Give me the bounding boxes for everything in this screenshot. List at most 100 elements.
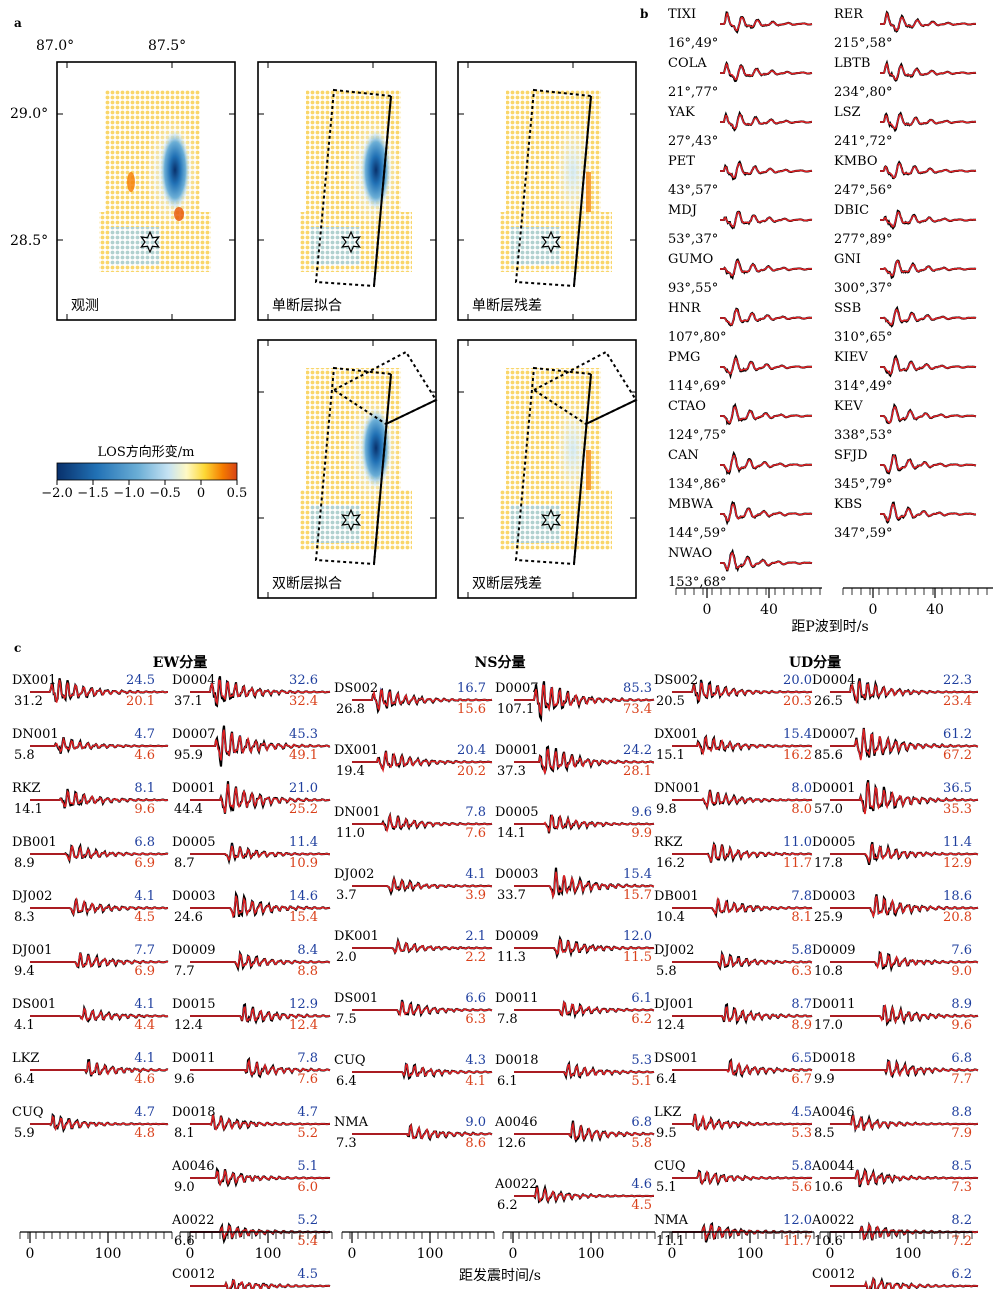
svg-text:73.4: 73.4 bbox=[623, 702, 652, 717]
tele-station-MBWA: MBWA 144°,59° bbox=[668, 497, 813, 541]
svg-text:24.2: 24.2 bbox=[623, 743, 652, 758]
svg-text:16.7: 16.7 bbox=[457, 681, 486, 696]
svg-text:5.6: 5.6 bbox=[791, 1180, 812, 1195]
svg-text:DS001: DS001 bbox=[12, 997, 56, 1012]
svg-text:8.0: 8.0 bbox=[791, 802, 812, 817]
svg-text:7.9: 7.9 bbox=[951, 1126, 972, 1141]
map-frame bbox=[457, 61, 637, 321]
strong-station-D0007: D0007 107.1 85.3 73.4 bbox=[495, 681, 655, 723]
svg-text:338°,53°: 338°,53° bbox=[834, 428, 893, 443]
svg-text:RER: RER bbox=[834, 7, 864, 22]
svg-text:4.5: 4.5 bbox=[134, 910, 155, 925]
svg-text:347°,59°: 347°,59° bbox=[834, 526, 893, 541]
svg-text:14.1: 14.1 bbox=[497, 826, 526, 841]
lon-tick-1: 87.5° bbox=[148, 38, 186, 54]
strong-station-DX001: DX001 19.4 20.4 20.2 bbox=[334, 743, 493, 779]
strong-station-LKZ: LKZ 9.5 4.5 5.3 bbox=[654, 1105, 812, 1141]
strong-double-fault bbox=[830, 782, 979, 815]
svg-text:D0009: D0009 bbox=[812, 943, 856, 958]
strong-double-fault bbox=[30, 1007, 169, 1022]
svg-text:DB001: DB001 bbox=[12, 835, 57, 850]
strong-double-fault bbox=[830, 1060, 979, 1077]
strong-station-D0005: D0005 17.8 11.4 12.9 bbox=[812, 835, 979, 871]
svg-text:D0007: D0007 bbox=[495, 681, 539, 696]
svg-text:HNR: HNR bbox=[668, 301, 702, 316]
svg-text:9.0: 9.0 bbox=[951, 964, 972, 979]
tele-double-fault bbox=[720, 552, 813, 571]
tele-double-fault bbox=[880, 11, 976, 32]
svg-text:8.0: 8.0 bbox=[791, 781, 812, 796]
tele-double-fault bbox=[880, 406, 977, 424]
strong-double-fault bbox=[514, 1121, 655, 1141]
svg-text:6.9: 6.9 bbox=[134, 856, 155, 871]
strong-double-fault bbox=[190, 845, 330, 862]
svg-text:GNI: GNI bbox=[834, 252, 861, 267]
svg-text:15.6: 15.6 bbox=[457, 702, 486, 717]
strong-station-DS002: DS002 20.5 20.0 20.3 bbox=[654, 673, 813, 709]
strong-station-DK001: DK001 2.0 2.1 2.2 bbox=[334, 929, 493, 965]
svg-text:DBIC: DBIC bbox=[834, 203, 869, 218]
svg-text:20.0: 20.0 bbox=[783, 673, 812, 688]
strong-double-fault bbox=[352, 1000, 493, 1017]
strong-station-D0009: D0009 11.3 12.0 11.5 bbox=[495, 929, 655, 965]
strong-station-C0012: C00129.46.26.9 bbox=[812, 1267, 979, 1289]
svg-text:11.7: 11.7 bbox=[783, 856, 812, 871]
svg-text:YAK: YAK bbox=[667, 105, 695, 120]
svg-text:D0009: D0009 bbox=[172, 943, 216, 958]
svg-text:16.2: 16.2 bbox=[656, 856, 685, 871]
svg-text:8.3: 8.3 bbox=[14, 910, 35, 925]
strong-double-fault bbox=[830, 1276, 979, 1289]
svg-text:COLA: COLA bbox=[668, 56, 707, 71]
svg-text:A0044: A0044 bbox=[811, 1159, 854, 1174]
svg-text:33.7: 33.7 bbox=[497, 888, 526, 903]
colorbar-tick: 0.5 bbox=[227, 486, 248, 501]
tele-station-HNR: HNR 107°,80° bbox=[668, 301, 812, 345]
svg-text:12.4: 12.4 bbox=[656, 1018, 685, 1033]
svg-text:5.8: 5.8 bbox=[791, 943, 812, 958]
svg-text:6.9: 6.9 bbox=[134, 964, 155, 979]
svg-text:8.7: 8.7 bbox=[791, 997, 812, 1012]
strong-station-D0009: D0009 10.8 7.6 9.0 bbox=[812, 943, 979, 979]
svg-text:0: 0 bbox=[348, 1246, 357, 1262]
svg-text:8.1: 8.1 bbox=[174, 1126, 195, 1141]
svg-text:9.8: 9.8 bbox=[656, 802, 677, 817]
svg-text:8.5: 8.5 bbox=[951, 1159, 972, 1174]
tele-station-KBS: KBS 347°,59° bbox=[834, 497, 977, 541]
strong-station-D0005: D0005 14.1 9.6 9.9 bbox=[495, 805, 655, 841]
strong-double-fault bbox=[30, 1114, 169, 1131]
lon-tick-0: 87.0° bbox=[36, 38, 74, 54]
tele-station-GNI: GNI 300°,37° bbox=[834, 252, 977, 296]
svg-text:14.6: 14.6 bbox=[289, 889, 318, 904]
strong-double-fault bbox=[190, 1005, 331, 1022]
svg-text:6.5: 6.5 bbox=[791, 1051, 812, 1066]
strong-double-fault bbox=[30, 844, 169, 862]
svg-text:A0046: A0046 bbox=[171, 1159, 214, 1174]
strong-double-fault bbox=[30, 789, 169, 808]
svg-text:7.2: 7.2 bbox=[951, 1234, 972, 1249]
svg-text:8.9: 8.9 bbox=[791, 1018, 812, 1033]
strong-station-D0001: D0001 44.4 21.0 25.2 bbox=[172, 781, 331, 817]
svg-text:CAN: CAN bbox=[668, 448, 699, 463]
svg-text:4.1: 4.1 bbox=[134, 1051, 155, 1066]
svg-text:22.3: 22.3 bbox=[943, 673, 972, 688]
tele-double-fault bbox=[720, 503, 813, 522]
strong-axis: 0 100 bbox=[19, 1231, 173, 1262]
svg-text:D0011: D0011 bbox=[495, 991, 539, 1006]
svg-text:53°,37°: 53°,37° bbox=[668, 232, 718, 247]
strong-station-D0004: D0004 26.5 22.3 23.4 bbox=[812, 673, 978, 709]
svg-text:3.7: 3.7 bbox=[336, 888, 357, 903]
svg-text:4.5: 4.5 bbox=[631, 1198, 652, 1213]
svg-text:11.4: 11.4 bbox=[943, 835, 972, 850]
strong-double-fault bbox=[830, 895, 979, 917]
svg-text:D0011: D0011 bbox=[812, 997, 856, 1012]
panel-label-b: b bbox=[640, 7, 648, 21]
colorbar-bar bbox=[56, 462, 238, 481]
tele-station-KMBO: KMBO 247°,56° bbox=[834, 154, 977, 198]
colorbar-tick: −2.0 bbox=[41, 486, 73, 501]
svg-text:5.2: 5.2 bbox=[297, 1213, 318, 1228]
svg-text:4.5: 4.5 bbox=[791, 1105, 812, 1120]
svg-text:D0018: D0018 bbox=[812, 1051, 856, 1066]
tele-axis-tick: 40 bbox=[926, 602, 944, 618]
svg-text:14.1: 14.1 bbox=[14, 802, 43, 817]
strong-double-fault bbox=[190, 1169, 331, 1187]
